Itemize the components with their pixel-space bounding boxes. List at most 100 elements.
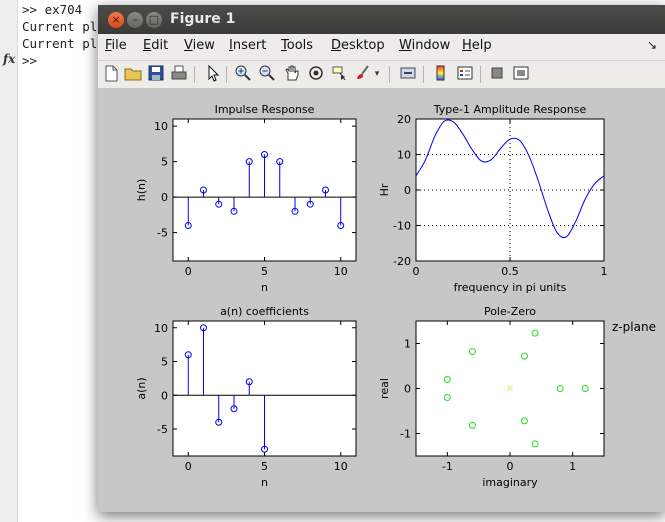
- x-tick-label: 0: [413, 265, 420, 278]
- stem-marker: [230, 207, 238, 215]
- zero-marker: [520, 417, 528, 425]
- pole-marker: [507, 385, 513, 392]
- subplot-2: [415, 118, 605, 262]
- menu-file[interactable]: File: [105, 38, 127, 53]
- x-tick-label: 0: [185, 460, 192, 473]
- colorbar-icon[interactable]: [431, 64, 451, 84]
- stem-marker: [261, 445, 268, 453]
- zero-marker: [581, 385, 589, 392]
- zero-marker: [468, 421, 476, 429]
- y-tick-label: 0: [404, 184, 411, 197]
- stem-marker: [337, 222, 345, 229]
- menu-help[interactable]: Help: [462, 38, 492, 53]
- brush-icon[interactable]: [353, 64, 373, 84]
- menu-view[interactable]: View: [184, 38, 215, 53]
- zero-marker: [531, 440, 539, 448]
- close-window-button[interactable]: ×: [108, 12, 124, 28]
- x-axis-label: frequency in pi units: [454, 281, 567, 294]
- toolbar-separator: [226, 66, 227, 83]
- y-tick-label: 0: [161, 389, 168, 402]
- stem-marker: [200, 186, 207, 194]
- x-tick-label: 1: [569, 460, 576, 473]
- console-line: Current pl: [22, 36, 98, 51]
- console-line: Current pl: [22, 19, 98, 34]
- zero-marker: [468, 348, 476, 356]
- stem-marker: [245, 378, 253, 386]
- console-prompt[interactable]: >>: [22, 53, 38, 68]
- zero-marker: [520, 352, 528, 360]
- y-tick-label: 0: [404, 383, 411, 396]
- show-plot-tools-icon[interactable]: [511, 64, 531, 84]
- stem-marker: [184, 351, 192, 359]
- chart-title: Type-1 Amplitude Response: [433, 103, 587, 116]
- dock-figure-icon[interactable]: ↘: [646, 38, 657, 52]
- y-tick-label: 10: [154, 322, 168, 335]
- toolbar-separator: [194, 66, 195, 83]
- y-tick-label: 5: [161, 356, 168, 369]
- minimize-window-button[interactable]: –: [127, 12, 143, 28]
- rotate-icon[interactable]: [306, 64, 326, 84]
- y-tick-label: 10: [397, 149, 411, 162]
- menu-edit[interactable]: Edit: [143, 38, 169, 53]
- new-figure-icon[interactable]: [101, 64, 121, 84]
- annotation-text: z-plane: [612, 320, 656, 334]
- data-cursor-icon[interactable]: [330, 64, 350, 84]
- toolbar-separator: [480, 66, 481, 83]
- menu-tools[interactable]: Tools: [281, 38, 314, 53]
- y-tick-label: -10: [393, 220, 411, 233]
- y-tick-label: -5: [157, 423, 168, 436]
- figure-toolbar: ▾: [98, 61, 665, 89]
- subplot-4: [415, 320, 605, 457]
- chart-title: Impulse Response: [215, 103, 315, 116]
- save-icon[interactable]: [146, 64, 166, 84]
- stem-marker: [230, 405, 238, 413]
- pointer-icon[interactable]: [202, 64, 222, 84]
- menu-insert[interactable]: Insert: [229, 38, 267, 53]
- function-browser-icon[interactable]: fx: [3, 52, 16, 66]
- zoom-out-icon[interactable]: [257, 64, 277, 84]
- pan-icon[interactable]: [282, 64, 302, 84]
- command-window-gutter: [0, 0, 18, 522]
- console-line: >> ex704: [22, 2, 83, 17]
- subplot-3: [172, 320, 357, 457]
- stem-marker: [215, 418, 223, 426]
- x-tick-label: 1: [601, 265, 608, 278]
- brush-dropdown-icon[interactable]: ▾: [374, 69, 380, 79]
- x-axis-label: imaginary: [482, 476, 538, 489]
- toolbar-separator: [389, 66, 390, 83]
- link-plot-icon[interactable]: [398, 64, 418, 84]
- stem-marker: [245, 158, 253, 166]
- zero-marker: [531, 329, 539, 337]
- menu-desktop[interactable]: Desktop: [331, 38, 385, 53]
- stem-marker: [261, 151, 268, 158]
- y-tick-label: -20: [393, 255, 411, 268]
- y-tick-label: -5: [157, 227, 168, 240]
- stem-marker: [291, 207, 299, 215]
- hide-plot-tools-icon[interactable]: [487, 64, 507, 84]
- menu-window[interactable]: Window: [399, 38, 451, 53]
- y-axis-label: h(n): [135, 179, 148, 202]
- y-axis-label: a(n): [135, 377, 148, 399]
- y-tick-label: 20: [397, 113, 411, 126]
- window-title: Figure 1: [170, 11, 236, 27]
- x-tick-label: 5: [261, 265, 268, 278]
- open-file-icon[interactable]: [123, 64, 143, 84]
- y-tick-label: 5: [161, 156, 168, 169]
- x-tick-label: 0: [185, 265, 192, 278]
- x-axis-label: n: [261, 281, 268, 294]
- print-icon[interactable]: [169, 64, 189, 84]
- x-tick-label: 0.5: [501, 265, 519, 278]
- x-tick-label: 10: [334, 265, 348, 278]
- maximize-window-button[interactable]: □: [146, 12, 162, 28]
- legend-icon[interactable]: [455, 64, 475, 84]
- subplot-1: [172, 118, 357, 262]
- y-tick-label: 10: [154, 120, 168, 133]
- y-tick-label: -1: [400, 428, 411, 441]
- stem-marker: [215, 200, 223, 208]
- y-tick-label: 1: [404, 338, 411, 351]
- zoom-in-icon[interactable]: [233, 64, 253, 84]
- x-tick-label: 0: [507, 460, 514, 473]
- stem-marker: [322, 186, 329, 194]
- title-bar[interactable]: × – □ Figure 1: [98, 5, 665, 34]
